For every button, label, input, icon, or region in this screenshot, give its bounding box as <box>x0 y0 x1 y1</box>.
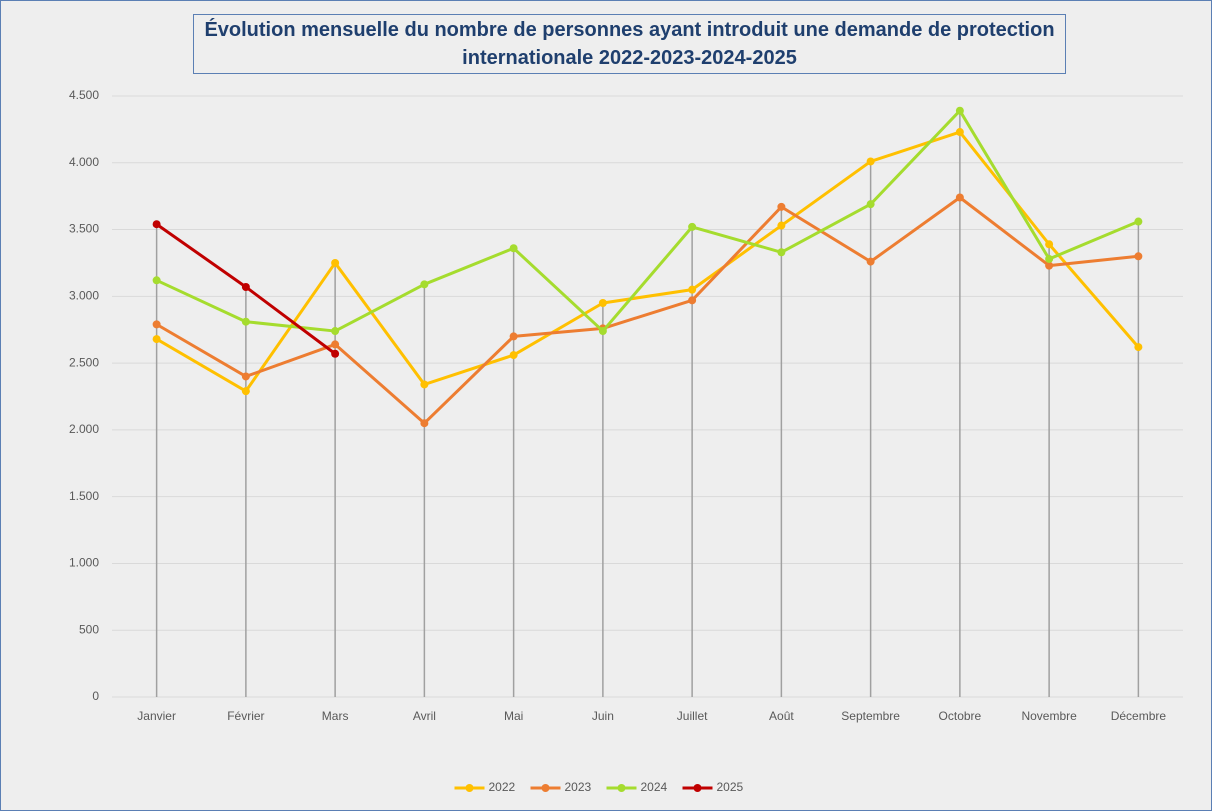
series-line <box>155 109 1139 333</box>
series-line <box>155 130 1140 393</box>
data-point <box>955 193 964 202</box>
chart-title: Évolution mensuelle du nombre de personn… <box>193 14 1066 74</box>
x-tick-label: Septembre <box>841 709 900 723</box>
data-point <box>420 280 429 289</box>
data-point <box>509 244 518 253</box>
data-point <box>598 327 607 336</box>
legend-label: 2022 <box>489 780 516 794</box>
y-tick-label: 3.500 <box>69 222 99 236</box>
y-tick-label: 2.000 <box>69 422 99 436</box>
data-point <box>955 106 964 115</box>
x-tick-label: Janvier <box>137 709 176 723</box>
y-tick-label: 4.000 <box>69 155 99 169</box>
data-point <box>331 349 340 358</box>
data-point <box>777 248 786 257</box>
data-point <box>1045 240 1054 249</box>
data-point <box>1134 252 1143 261</box>
data-point <box>1045 261 1054 270</box>
data-point <box>509 351 518 360</box>
legend-label: 2025 <box>717 780 744 794</box>
data-point <box>955 128 964 137</box>
data-point <box>420 419 429 428</box>
data-point <box>688 285 697 294</box>
data-point <box>777 221 786 230</box>
data-point <box>1134 217 1143 226</box>
data-point <box>420 380 429 389</box>
data-point <box>688 296 697 305</box>
x-tick-label: Octobre <box>939 709 982 723</box>
legend-label: 2024 <box>641 780 668 794</box>
data-point <box>331 327 340 336</box>
data-point <box>241 387 250 396</box>
y-tick-label: 1.000 <box>69 556 99 570</box>
x-tick-label: Mars <box>322 709 349 723</box>
data-point <box>1045 254 1054 263</box>
data-point <box>688 222 697 231</box>
data-point <box>866 157 875 166</box>
data-point <box>331 258 340 267</box>
data-point <box>241 282 250 291</box>
y-tick-label: 2.500 <box>69 355 99 369</box>
legend-label: 2023 <box>565 780 592 794</box>
series-line <box>155 196 1139 425</box>
data-point <box>152 320 161 329</box>
x-tick-label: Juillet <box>677 709 708 723</box>
data-point <box>152 276 161 285</box>
x-tick-label: Novembre <box>1021 709 1077 723</box>
x-tick-label: Août <box>769 709 794 723</box>
x-tick-label: Décembre <box>1111 709 1167 723</box>
legend-marker <box>541 784 550 792</box>
data-point <box>866 200 875 209</box>
y-tick-label: 500 <box>79 622 99 636</box>
legend-marker <box>465 784 474 792</box>
data-point <box>331 340 340 349</box>
data-point <box>598 299 607 308</box>
x-tick-label: Avril <box>413 709 436 723</box>
x-tick-label: Février <box>227 709 264 723</box>
y-tick-label: 1.500 <box>69 489 99 503</box>
data-point <box>866 257 875 266</box>
data-point <box>152 335 161 344</box>
legend-marker <box>617 784 626 792</box>
data-point <box>241 317 250 326</box>
y-tick-label: 0 <box>92 689 99 703</box>
data-point <box>777 202 786 211</box>
data-point <box>1134 343 1143 352</box>
data-point <box>241 372 250 381</box>
x-tick-label: Mai <box>504 709 523 723</box>
y-tick-label: 3.000 <box>69 289 99 303</box>
y-tick-label: 4.500 <box>69 88 99 102</box>
legend-marker <box>693 784 702 792</box>
data-point <box>509 332 518 341</box>
data-point <box>152 220 161 229</box>
x-tick-label: Juin <box>592 709 614 723</box>
